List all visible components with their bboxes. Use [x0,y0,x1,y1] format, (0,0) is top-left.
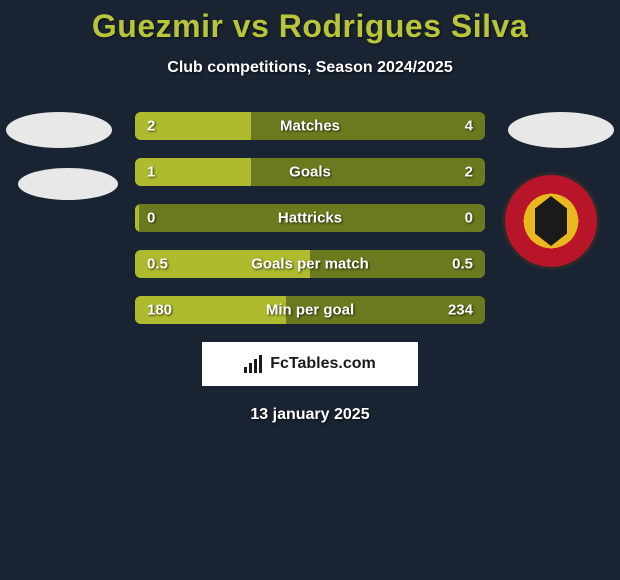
stat-row: 1 2 Goals [135,158,485,186]
stat-value-right: 4 [465,118,473,135]
stat-value-right: 0.5 [452,256,473,273]
source-logo: FcTables.com [202,342,418,386]
stat-value-left: 2 [147,118,155,135]
comparison-area: 2 4 Matches 1 2 Goals 0 0 Hattricks 0.5 0.5 Goals p… [0,112,620,324]
club-badge-shield-icon [531,196,571,246]
stat-value-left: 180 [147,302,172,319]
player-left-club-placeholder [18,168,118,200]
player-right-avatar-placeholder [508,112,614,148]
comparison-card: Guezmir vs Rodrigues Silva Club competit… [0,0,620,424]
date-label: 13 january 2025 [0,406,620,424]
stat-row: 0.5 0.5 Goals per match [135,250,485,278]
player-right-club-badge [502,172,600,270]
stat-rows: 2 4 Matches 1 2 Goals 0 0 Hattricks 0.5 0.5 Goals p… [135,112,485,324]
stat-value-right: 234 [448,302,473,319]
source-logo-text: FcTables.com [270,355,376,373]
stat-value-left: 0.5 [147,256,168,273]
stat-value-right: 2 [465,164,473,181]
stat-label: Goals per match [251,256,369,273]
stat-label: Goals [289,164,331,181]
stat-row: 2 4 Matches [135,112,485,140]
page-title: Guezmir vs Rodrigues Silva [0,0,620,45]
subtitle: Club competitions, Season 2024/2025 [0,59,620,77]
stat-label: Matches [280,118,340,135]
player-left-avatar-placeholder [6,112,112,148]
stat-value-left: 0 [147,210,155,227]
stat-label: Min per goal [266,302,354,319]
stat-row: 180 234 Min per goal [135,296,485,324]
stat-value-left: 1 [147,164,155,181]
stat-value-right: 0 [465,210,473,227]
stat-row: 0 0 Hattricks [135,204,485,232]
stat-bar-right [251,158,486,186]
bar-chart-icon [244,355,264,373]
stat-label: Hattricks [278,210,342,227]
